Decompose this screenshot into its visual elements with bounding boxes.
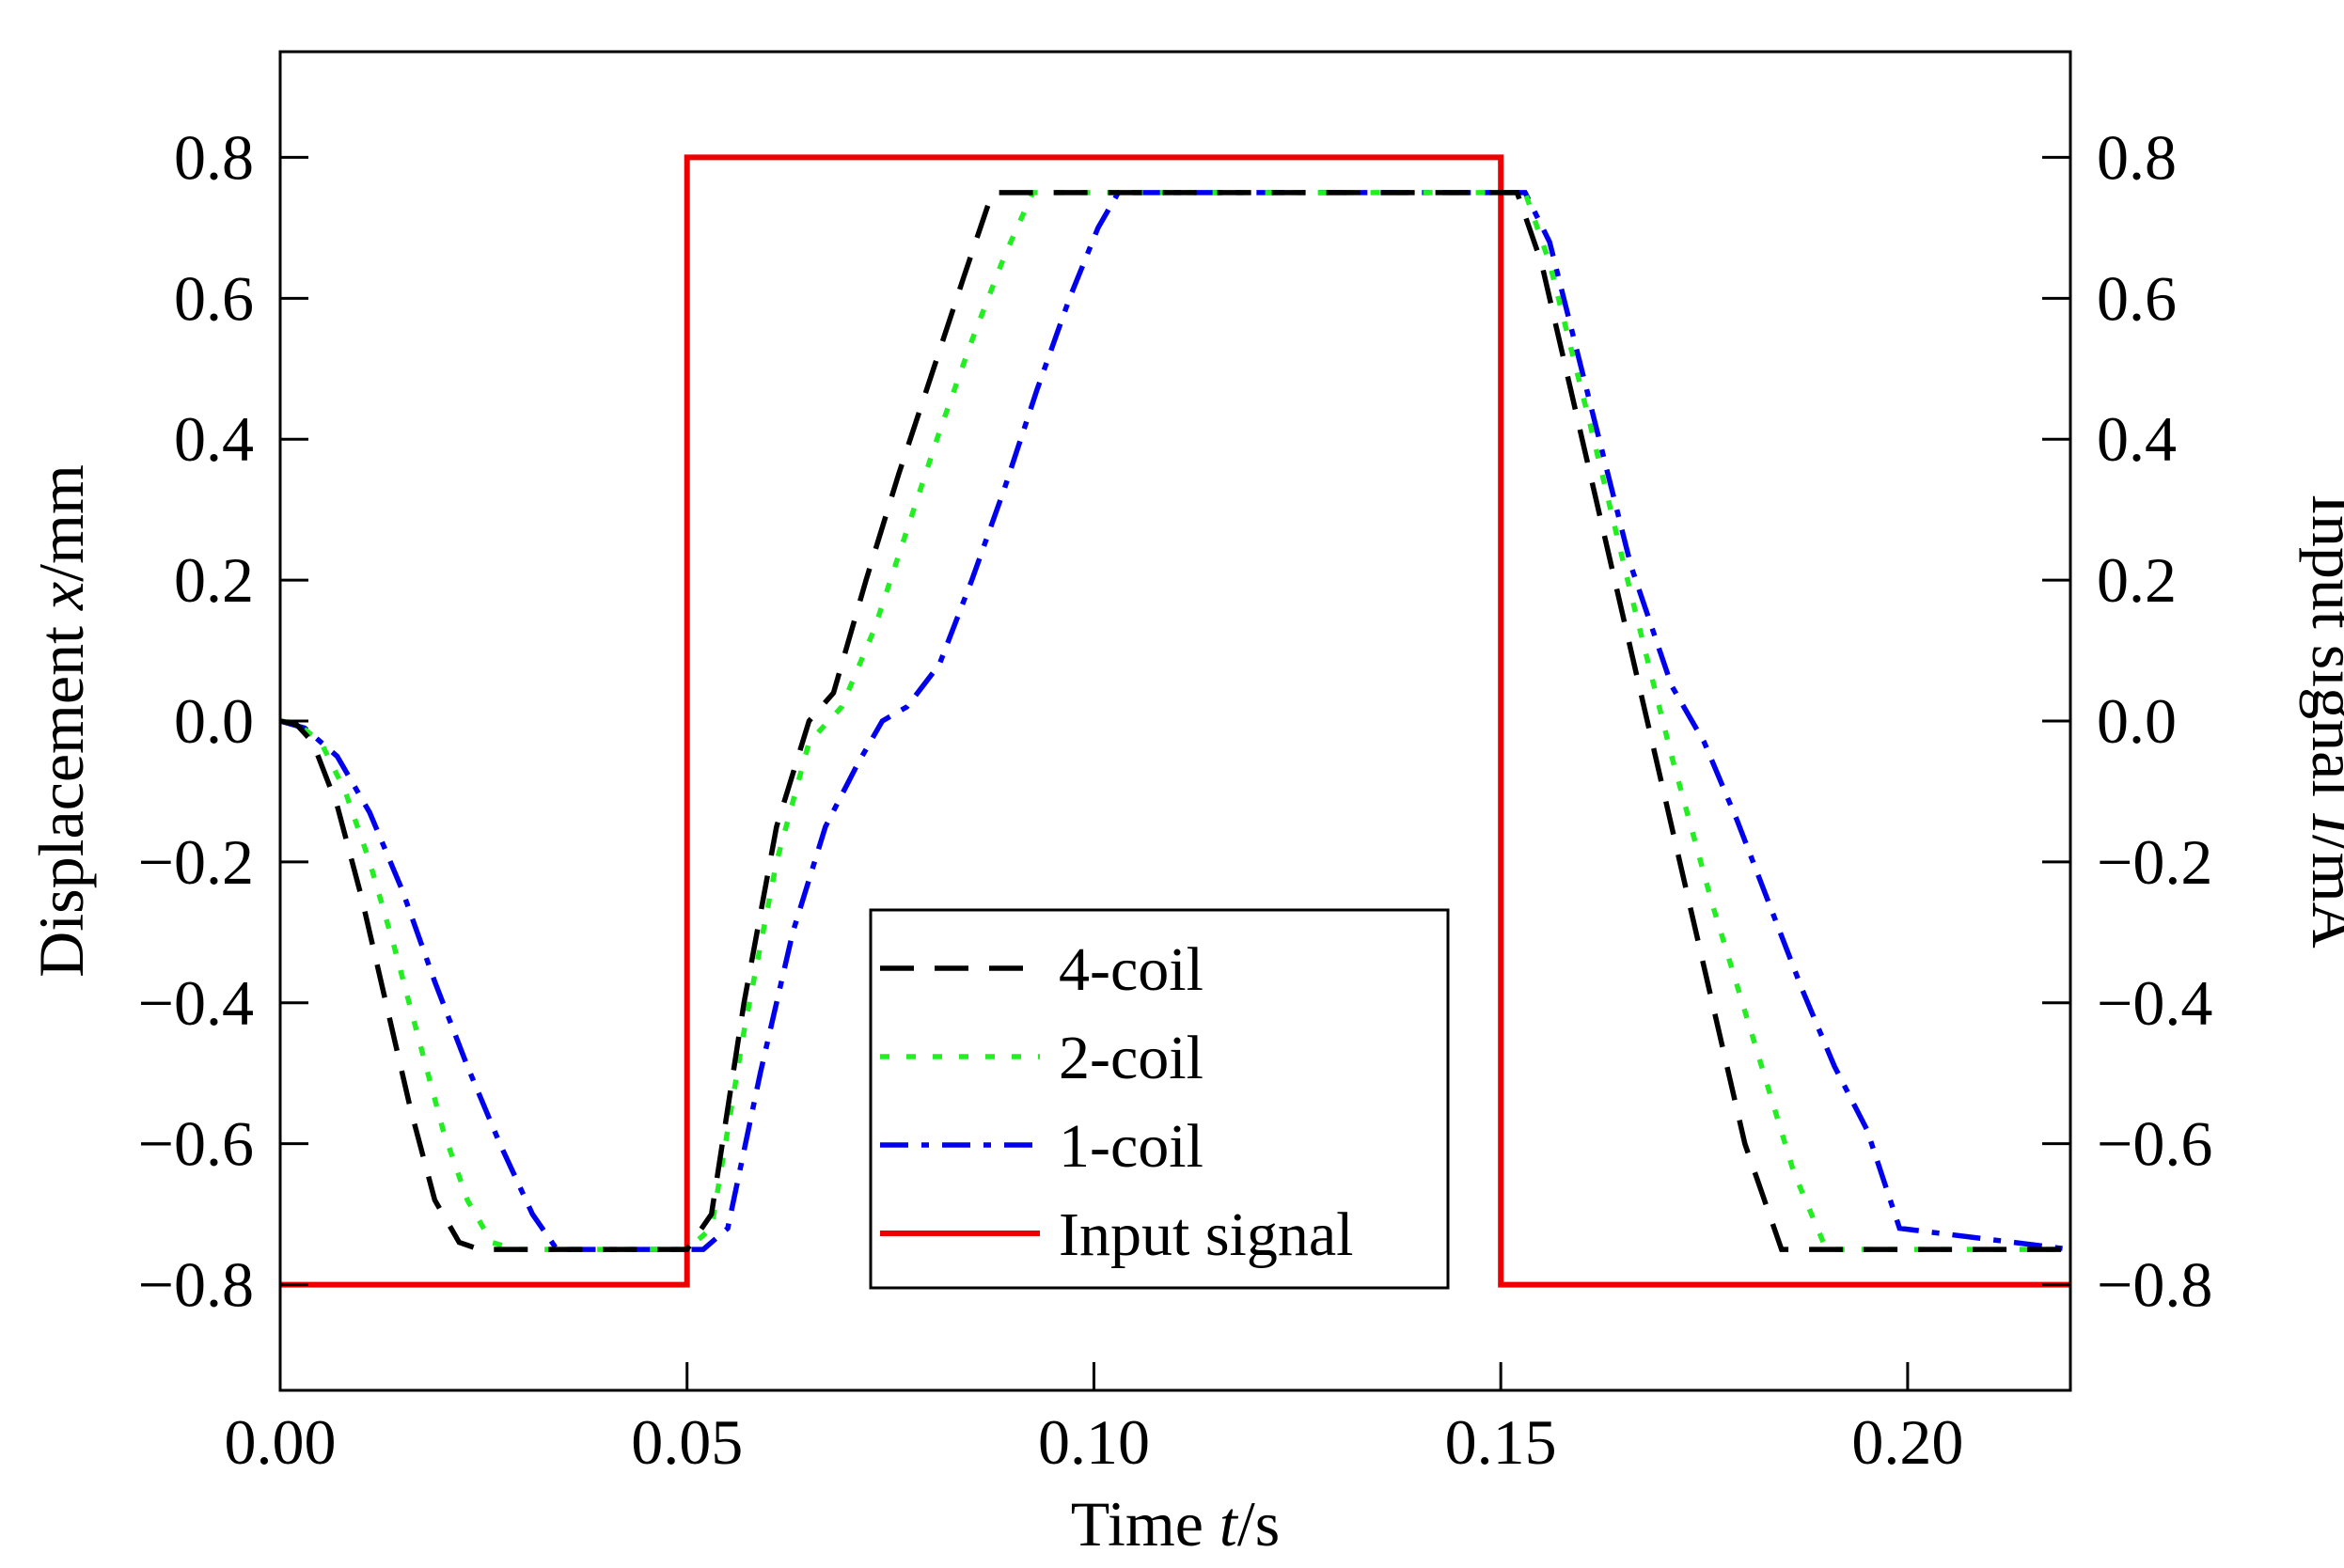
- y-tick-label-left: −0.2: [138, 826, 254, 898]
- y-axis-right: 0.8 0.6 0.4 0.2 0.0 −0.2 −0.4 −0.6 −0.8: [2042, 121, 2212, 1321]
- legend-label: 1-coil: [1059, 1112, 1203, 1181]
- y-tick-label-right: 0.8: [2097, 121, 2177, 193]
- y-tick-label-left: −0.8: [138, 1249, 254, 1321]
- legend-box: [869, 908, 1450, 1290]
- y-tick-label-right: −0.8: [2097, 1249, 2212, 1321]
- y-tick-label-left: −0.6: [138, 1108, 254, 1180]
- legend: 4-coil 2-coil 1-coil Input signal: [869, 908, 1450, 1290]
- y-axis-left-title: Displacement x/mm: [25, 464, 97, 978]
- y-tick-label-left: −0.4: [138, 967, 254, 1039]
- y-tick-label-right: −0.6: [2097, 1108, 2212, 1180]
- y-tick-label-left: 0.2: [174, 544, 254, 616]
- x-axis: 0.00 0.05 0.10 0.15 0.20: [225, 1362, 1963, 1478]
- x-tick-label: 0.10: [1038, 1406, 1150, 1478]
- x-tick-label: 0.15: [1445, 1406, 1557, 1478]
- series-line-4-coil: [280, 190, 2070, 1252]
- y-tick-label-left: 0.8: [174, 121, 254, 193]
- y-tick-label-right: 0.6: [2097, 262, 2177, 334]
- x-tick-label: 0.05: [631, 1406, 743, 1478]
- y-tick-label-right: −0.2: [2097, 826, 2212, 898]
- legend-label: 4-coil: [1059, 935, 1203, 1004]
- y-tick-label-left: 0.6: [174, 262, 254, 334]
- series-line-input-signal: [280, 154, 2070, 1288]
- x-tick-label: 0.00: [225, 1406, 337, 1478]
- legend-label: 2-coil: [1059, 1024, 1203, 1092]
- series-line-2-coil: [280, 190, 2070, 1252]
- series-layer: [280, 154, 2070, 1288]
- y-tick-label-left: 0.4: [174, 403, 254, 475]
- legend-label: Input signal: [1059, 1200, 1353, 1269]
- y-axis-right-title: Input signal I/mA: [2299, 494, 2344, 949]
- y-tick-label-right: −0.4: [2097, 967, 2212, 1039]
- y-axis-left: 0.8 0.6 0.4 0.2 0.0 −0.2 −0.4 −0.6 −0.8: [138, 121, 308, 1321]
- y-tick-label-right: 0.4: [2097, 403, 2177, 475]
- y-tick-label-right: 0.0: [2097, 685, 2177, 757]
- x-tick-label: 0.20: [1851, 1406, 1963, 1478]
- y-tick-label-left: 0.0: [174, 685, 254, 757]
- y-tick-label-right: 0.2: [2097, 544, 2177, 616]
- x-axis-title: Time t/s: [1071, 1488, 1280, 1560]
